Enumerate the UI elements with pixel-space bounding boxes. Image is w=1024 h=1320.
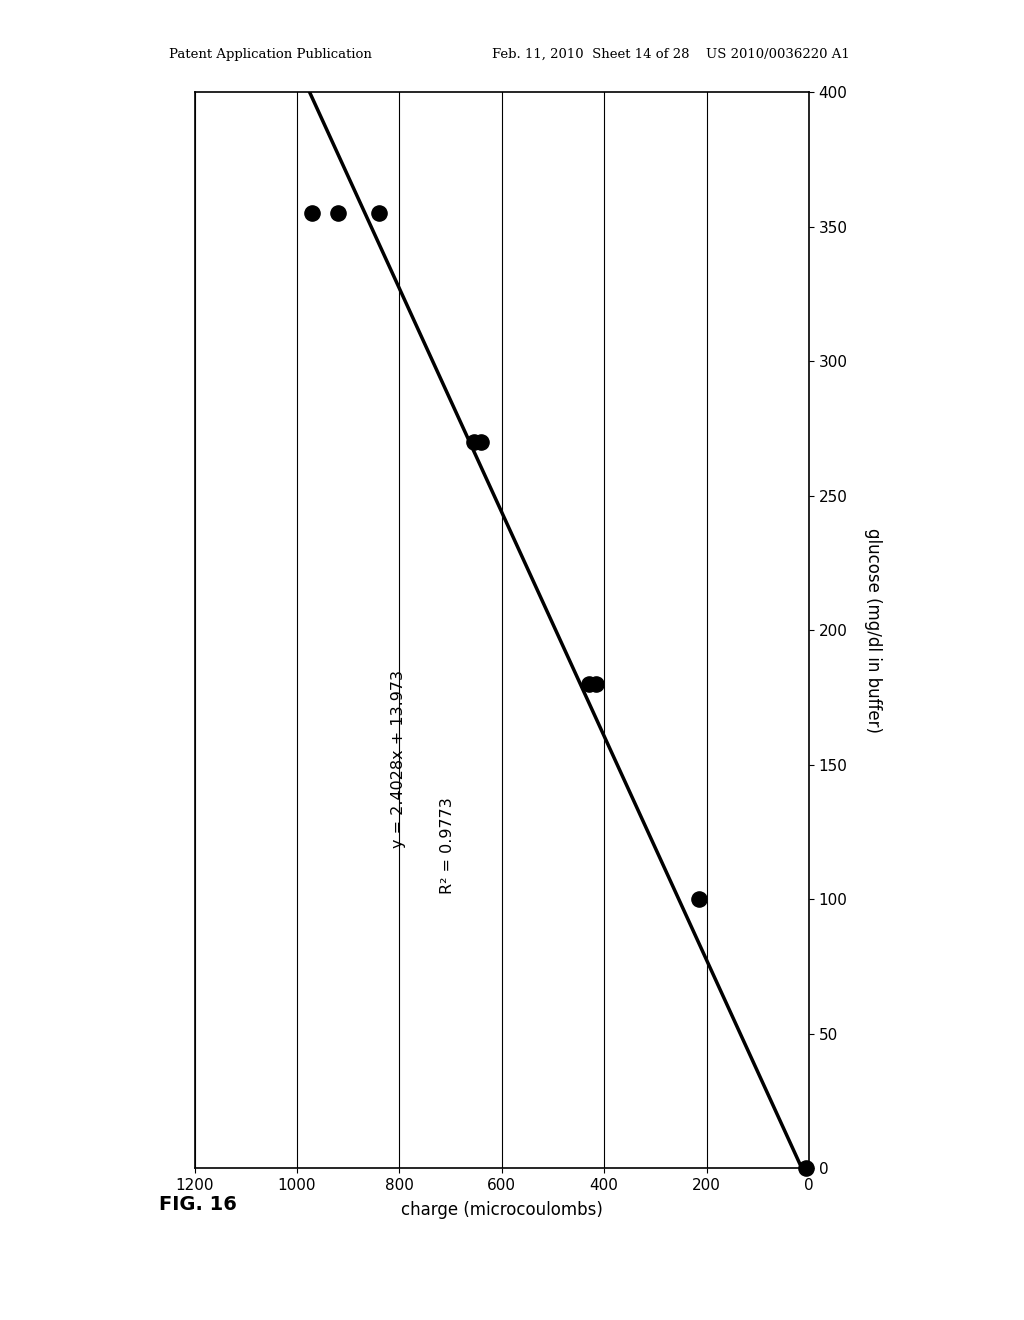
Text: y = 2.4028x + 13.973: y = 2.4028x + 13.973 <box>391 671 407 849</box>
Point <box>371 203 387 224</box>
Point <box>330 203 346 224</box>
Text: Patent Application Publication: Patent Application Publication <box>169 48 372 61</box>
Point <box>588 673 604 694</box>
Point <box>465 432 481 453</box>
X-axis label: charge (microcoulombs): charge (microcoulombs) <box>400 1201 603 1220</box>
Point <box>799 1158 815 1179</box>
Text: R² = 0.9773: R² = 0.9773 <box>440 797 456 894</box>
Text: US 2010/0036220 A1: US 2010/0036220 A1 <box>707 48 850 61</box>
Text: FIG. 16: FIG. 16 <box>159 1195 237 1213</box>
Point <box>581 673 597 694</box>
Text: Feb. 11, 2010  Sheet 14 of 28: Feb. 11, 2010 Sheet 14 of 28 <box>492 48 689 61</box>
Point <box>473 432 489 453</box>
Y-axis label: glucose (mg/dl in buffer): glucose (mg/dl in buffer) <box>864 528 883 733</box>
Point <box>304 203 321 224</box>
Point <box>690 888 707 909</box>
